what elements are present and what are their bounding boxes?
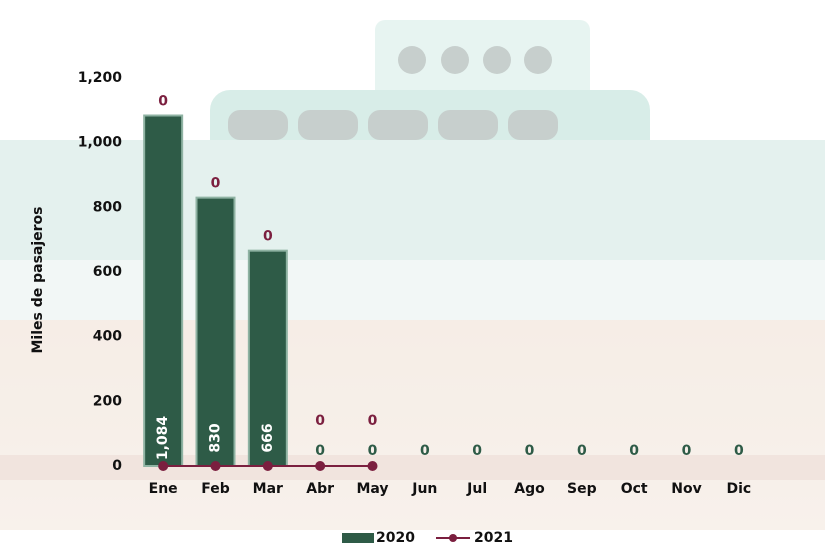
legend-label: 2020 xyxy=(376,530,415,546)
x-tick-label: Jun xyxy=(411,481,437,497)
y-tick-label: 600 xyxy=(93,264,122,280)
data-label: 0 xyxy=(629,443,639,459)
x-tick-label: Mar xyxy=(253,481,283,497)
marker xyxy=(210,461,221,471)
y-tick-label: 1,200 xyxy=(78,70,123,86)
data-label: 0 xyxy=(368,413,378,429)
marker xyxy=(158,461,169,471)
x-tick-label: Ene xyxy=(149,481,178,497)
x-tick-label: Sep xyxy=(567,481,597,497)
x-tick-label: May xyxy=(356,481,388,497)
marker xyxy=(315,461,326,471)
y-tick-label: 1,000 xyxy=(78,135,123,151)
bar xyxy=(143,114,184,468)
data-label: 0 xyxy=(368,443,378,459)
data-label: 0 xyxy=(734,443,744,459)
data-label: 0 xyxy=(420,443,430,459)
x-tick-label: Jul xyxy=(466,481,487,497)
legend: 2020 2021 xyxy=(342,530,513,546)
y-tick-label: 200 xyxy=(93,393,122,409)
marker xyxy=(367,461,378,471)
data-label: 0 xyxy=(682,443,692,459)
x-tick-label: Nov xyxy=(671,481,701,497)
y-tick-label: 400 xyxy=(93,329,122,345)
legend-marker xyxy=(449,534,457,542)
x-tick-label: Oct xyxy=(621,481,648,497)
data-label: 0 xyxy=(577,443,587,459)
y-tick-label: 800 xyxy=(93,199,122,215)
data-label: 666 xyxy=(260,423,276,452)
legend-swatch xyxy=(342,533,374,543)
x-tick-label: Ago xyxy=(514,481,545,497)
bar xyxy=(195,196,236,467)
data-label: 0 xyxy=(315,443,325,459)
x-tick-label: Dic xyxy=(726,481,751,497)
data-label: 0 xyxy=(263,229,273,245)
data-label: 0 xyxy=(158,94,168,110)
x-tick-label: Feb xyxy=(201,481,230,497)
x-tick-label: Abr xyxy=(306,481,334,497)
data-label: 1,084 xyxy=(155,416,171,461)
y-tick-label: 0 xyxy=(112,458,122,474)
y-axis-label: Miles de pasajeros xyxy=(30,206,46,353)
data-label: 830 xyxy=(208,423,224,452)
data-label: 0 xyxy=(211,176,221,192)
legend-label: 2021 xyxy=(474,530,513,546)
data-label: 0 xyxy=(525,443,535,459)
marker xyxy=(262,461,273,471)
data-label: 0 xyxy=(472,443,482,459)
data-label: 0 xyxy=(315,413,325,429)
